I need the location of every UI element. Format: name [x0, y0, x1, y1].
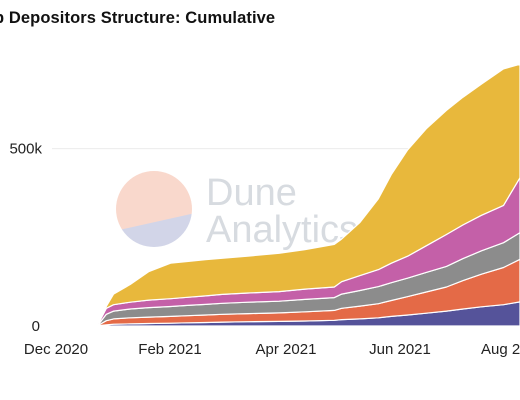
x-tick-label: Dec 2020 [24, 341, 88, 358]
x-tick-label: Apr 2021 [256, 341, 317, 358]
chart-title: p Depositors Structure: Cumulative [0, 9, 276, 27]
x-tick-label: Aug 2 [481, 341, 520, 358]
x-tick-label: Jun 2021 [369, 341, 431, 358]
x-axis: Dec 2020 Feb 2021 Apr 2021 Jun 2021 Aug 2 [24, 341, 520, 358]
dune-analytics-watermark: Dune Analytics [116, 171, 358, 251]
y-tick-label: 0 [32, 318, 40, 335]
watermark-analytics-text: Analytics [206, 209, 358, 251]
areas-group [17, 63, 520, 327]
y-tick-label: 500k [9, 141, 42, 158]
y-axis: 0 500k [9, 141, 42, 335]
x-tick-label: Feb 2021 [138, 341, 201, 358]
area-series-5 [17, 63, 520, 327]
watermark-dune-text: Dune [206, 172, 297, 214]
